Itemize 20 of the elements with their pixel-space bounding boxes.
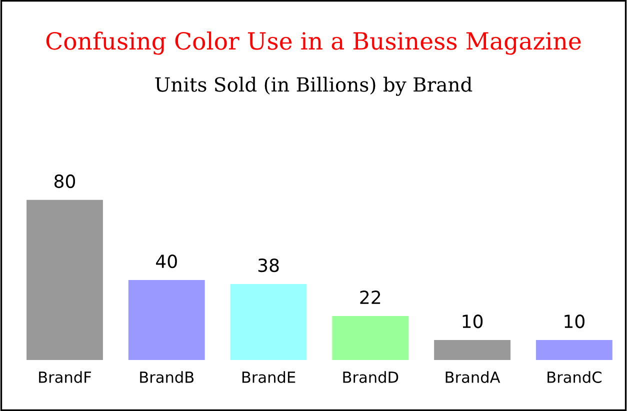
x-tick-label: BrandF (39, 371, 91, 383)
bar (536, 340, 612, 360)
data-label: 40 (156, 254, 177, 268)
bar (26, 200, 103, 360)
x-tick-label: BrandD (343, 371, 398, 383)
chart-subtitle: Units Sold (in Billions) by Brand (155, 76, 472, 96)
x-tick-label: BrandE (242, 371, 296, 383)
data-label: 10 (462, 314, 483, 328)
bar (128, 280, 205, 360)
bar (434, 340, 510, 360)
x-tick-label: BrandB (140, 371, 194, 383)
data-label: 10 (564, 314, 584, 328)
bar (332, 316, 409, 360)
x-tick-label: BrandA (446, 371, 500, 383)
bar (230, 284, 307, 360)
data-label: 22 (360, 290, 380, 304)
data-label: 38 (258, 258, 279, 272)
data-label: 80 (54, 174, 76, 188)
x-tick-label: BrandC (548, 371, 602, 383)
chart-title: Confusing Color Use in a Business Magazine (46, 32, 581, 55)
